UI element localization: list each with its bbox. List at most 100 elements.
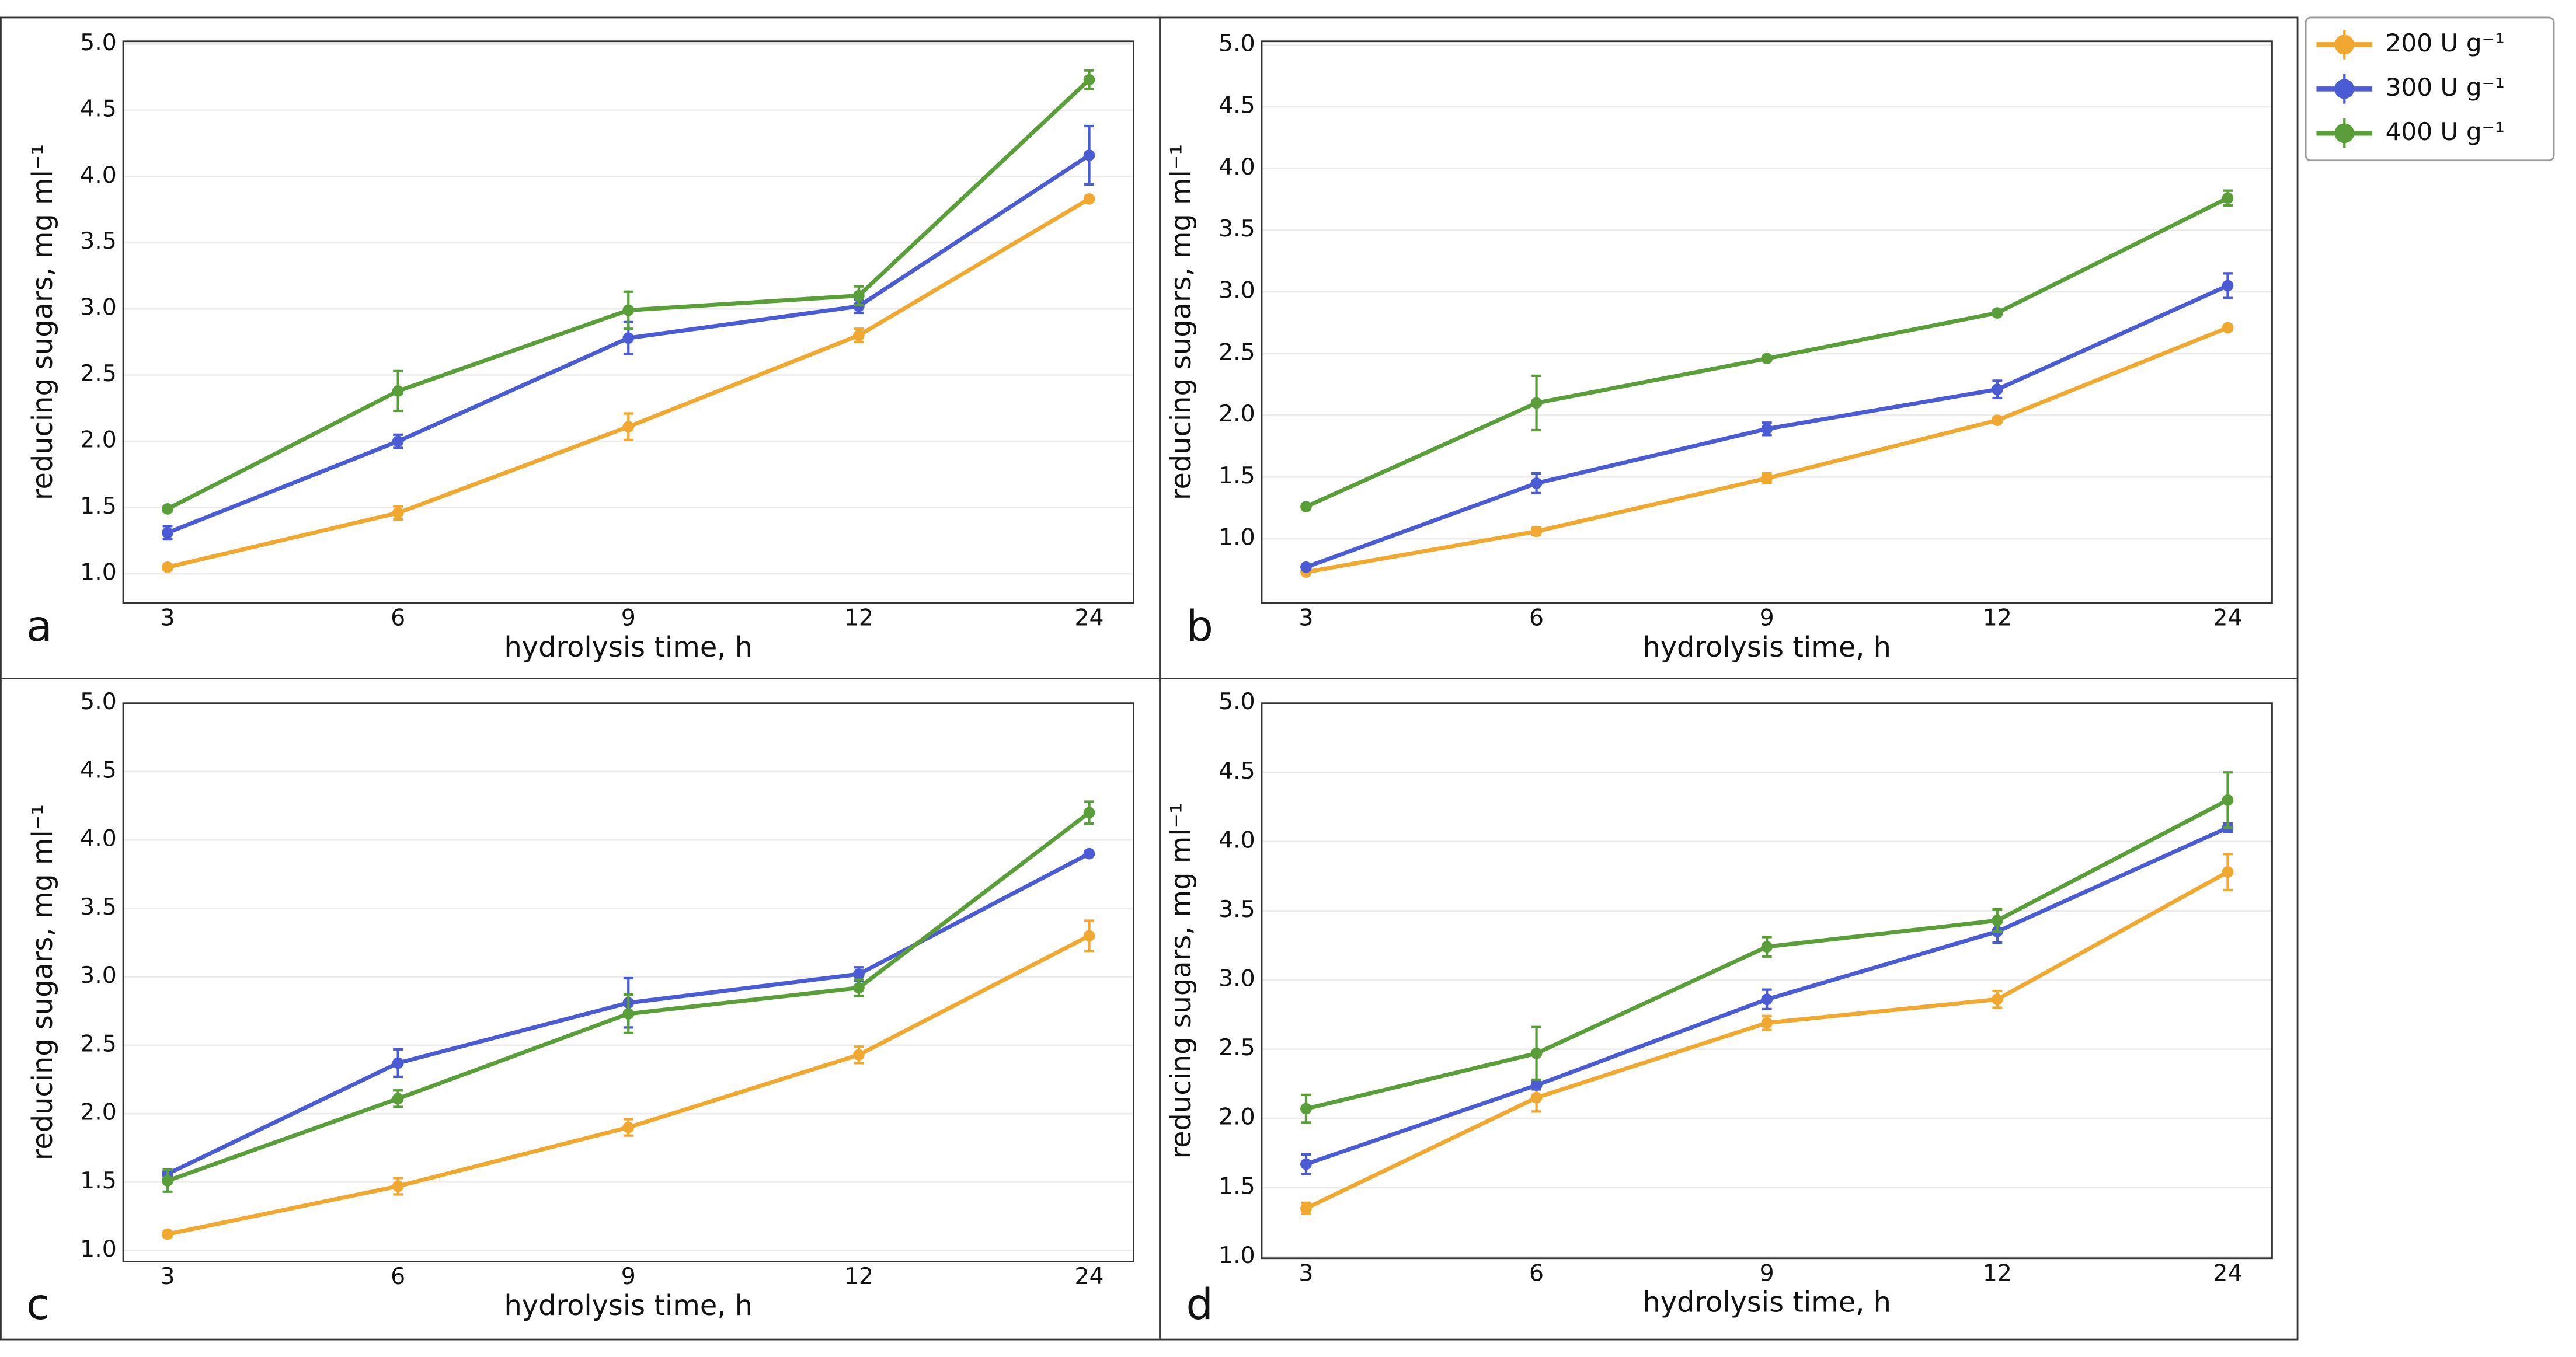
y-tick-label: 3.0	[80, 294, 117, 321]
point	[162, 526, 173, 539]
y-tick-label: 1.0	[80, 559, 117, 586]
y-tick-label: 2.0	[1219, 1104, 1255, 1131]
y-tick-label: 4.5	[80, 756, 117, 783]
point	[392, 507, 404, 519]
x-axis-label: hydrolysis time, h	[504, 632, 753, 664]
y-tick-label: 5.0	[80, 688, 117, 715]
point	[1761, 1017, 1773, 1029]
y-tick-label: 4.0	[80, 162, 117, 189]
point	[1761, 941, 1773, 953]
point	[853, 1049, 865, 1061]
y-tick-label: 3.5	[1219, 215, 1255, 242]
point	[1991, 414, 2003, 426]
panel-label: d	[1186, 1280, 1213, 1330]
legend-label: 400 U g⁻¹	[2386, 117, 2505, 146]
x-tick-label: 9	[621, 605, 636, 632]
point	[2222, 794, 2234, 806]
point	[1530, 525, 1543, 538]
y-tick-label: 1.5	[1219, 1173, 1255, 1199]
point	[1083, 930, 1095, 942]
plot-area	[122, 702, 1134, 1262]
point	[1083, 74, 1095, 86]
y-tick-label: 4.5	[1219, 758, 1255, 784]
point	[2222, 322, 2234, 334]
y-tick-label: 1.5	[80, 1167, 117, 1194]
point	[1083, 847, 1095, 860]
y-tick-label: 3.5	[80, 228, 117, 254]
point	[622, 421, 635, 433]
y-tick-label: 3.0	[80, 962, 117, 989]
point	[392, 1093, 404, 1105]
y-tick-label: 2.0	[80, 1099, 117, 1126]
point	[853, 329, 865, 341]
plot-area	[1261, 702, 2273, 1260]
point	[1761, 423, 1773, 435]
x-tick-label: 6	[1529, 1260, 1544, 1286]
point	[622, 332, 635, 344]
y-tick-label: 2.5	[1219, 1034, 1255, 1061]
point	[1991, 915, 2003, 926]
point	[162, 503, 173, 515]
y-tick-label: 2.5	[80, 1030, 117, 1057]
point	[1083, 807, 1095, 819]
point	[622, 304, 635, 316]
x-tick-label: 12	[844, 605, 873, 632]
y-tick-label: 2.5	[1219, 339, 1255, 365]
point	[1300, 561, 1312, 573]
point	[392, 385, 404, 397]
y-tick-label: 1.5	[1219, 462, 1255, 489]
point	[162, 1228, 173, 1240]
y-tick-label: 5.0	[1219, 30, 1255, 57]
x-tick-label: 3	[1299, 1260, 1313, 1286]
y-tick-label: 3.0	[1219, 965, 1255, 992]
point	[1530, 1079, 1543, 1091]
point	[1991, 383, 2003, 396]
y-tick-label: 4.0	[80, 825, 117, 852]
y-tick-label: 3.5	[80, 894, 117, 920]
point	[1300, 501, 1312, 512]
point	[622, 1008, 635, 1020]
y-tick-label: 1.0	[1219, 524, 1255, 551]
y-tick-label: 4.0	[1219, 826, 1255, 853]
point	[1083, 149, 1095, 161]
point	[622, 1121, 635, 1133]
x-tick-label: 9	[1760, 605, 1774, 632]
legend-label: 300 U g⁻¹	[2386, 73, 2505, 102]
y-tick-label: 1.0	[80, 1236, 117, 1262]
y-tick-label: 1.5	[80, 493, 117, 519]
series-line	[167, 197, 1091, 570]
point	[853, 982, 865, 994]
y-axis-label: reducing sugars, mg ml⁻¹	[27, 144, 59, 501]
point	[2222, 192, 2234, 204]
panel-label: a	[26, 602, 53, 651]
point	[853, 289, 865, 302]
x-tick-label: 24	[1074, 1263, 1103, 1290]
point	[392, 435, 404, 448]
point	[1991, 307, 2003, 319]
x-tick-label: 24	[2213, 1260, 2242, 1286]
point	[1761, 993, 1773, 1006]
series-line	[1306, 326, 2229, 574]
point	[162, 561, 173, 573]
point	[1761, 472, 1773, 484]
y-axis-label: reducing sugars, mg ml⁻¹	[1165, 144, 1198, 501]
y-tick-label: 3.5	[1219, 896, 1255, 923]
point	[2222, 280, 2234, 292]
point	[1530, 397, 1543, 409]
panel-label: b	[1186, 602, 1213, 651]
x-tick-label: 3	[160, 605, 175, 632]
point	[1300, 1158, 1312, 1170]
point	[392, 1057, 404, 1069]
series-line	[1305, 870, 2229, 1211]
point	[1083, 193, 1095, 205]
y-tick-label: 4.5	[80, 95, 117, 122]
legend	[2305, 16, 2555, 162]
x-tick-label: 12	[844, 1263, 873, 1290]
y-tick-label: 2.0	[1219, 400, 1255, 427]
x-tick-label: 6	[391, 1263, 405, 1290]
y-tick-label: 2.5	[80, 360, 117, 387]
point	[2222, 866, 2234, 878]
x-tick-label: 6	[1529, 605, 1544, 632]
